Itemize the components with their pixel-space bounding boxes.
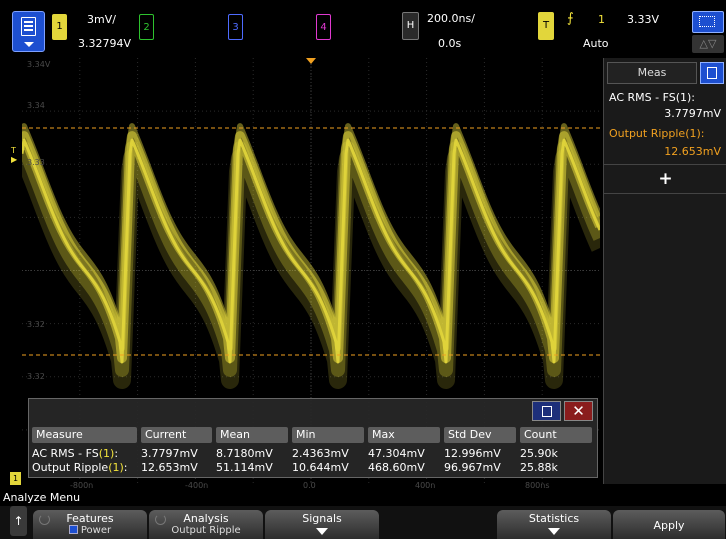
table-cell: 25.88k: [520, 461, 558, 474]
meas-value-output-ripple: 12.653mV: [664, 145, 721, 158]
column-header: Measure: [32, 427, 137, 443]
table-cell: 8.7180mV: [216, 447, 273, 460]
add-measurement-button[interactable]: +: [604, 164, 726, 194]
meas-label-ac-rms[interactable]: AC RMS - FS(1):: [609, 91, 695, 104]
trigger-mode: Auto: [583, 37, 609, 50]
plus-icon: +: [658, 169, 673, 189]
sidebar-menu-button[interactable]: [700, 62, 724, 84]
rising-edge-icon: ⨍: [567, 11, 574, 26]
column-header: Count: [520, 427, 592, 443]
menu-icon: [707, 67, 717, 79]
measure-name: AC RMS - FS(1):: [32, 447, 119, 460]
table-cell: 25.90k: [520, 447, 558, 460]
status-bar: 1 3mV/ 3.32794V 2 3 4 H 200.0ns/ 0.0s T …: [0, 0, 726, 58]
trigger-button[interactable]: T: [538, 12, 554, 40]
chevron-down-icon: [548, 528, 560, 535]
results-menu-button[interactable]: [532, 401, 561, 421]
table-cell: 96.967mV: [444, 461, 501, 474]
horizontal-button[interactable]: H: [402, 12, 419, 40]
column-header: Max: [368, 427, 440, 443]
channel-3-button[interactable]: 3: [228, 14, 243, 40]
trigger-position-marker: [306, 58, 316, 64]
y-tick-label: 3.32: [27, 372, 45, 381]
channel-1-waveform: [22, 138, 600, 364]
menu-title: Analyze Menu: [0, 490, 726, 506]
column-header: Mean: [216, 427, 288, 443]
rotate-knob-icon: [39, 514, 50, 525]
table-cell: 3.7797mV: [141, 447, 198, 460]
tab-meas[interactable]: Meas: [607, 62, 697, 84]
menu-icon: [542, 406, 552, 417]
channel-1-ground-marker[interactable]: 1: [10, 472, 21, 485]
delta-button[interactable]: △▽: [692, 35, 724, 53]
y-tick-label: 3.33: [27, 158, 45, 167]
softkey-value: Power: [33, 525, 147, 536]
channel-4-button[interactable]: 4: [316, 14, 331, 40]
horizontal-scale: 200.0ns/: [427, 12, 475, 25]
column-header: Std Dev: [444, 427, 516, 443]
softkey-apply[interactable]: Apply: [613, 510, 725, 539]
y-tick-label: 3.32: [27, 320, 45, 329]
channel-1-offset: 3.32794V: [78, 37, 132, 50]
measurement-results-table: ✕ Measure Current Mean Min Max Std Dev C…: [28, 398, 598, 478]
meas-label-output-ripple[interactable]: Output Ripple(1):: [609, 127, 705, 140]
y-tick-label: 3.34V: [27, 60, 51, 69]
softkey-label: Apply: [653, 519, 685, 532]
softkey-label: Features: [66, 512, 114, 525]
x-tick-label: 400n: [415, 481, 436, 490]
softkey-label: Analysis: [183, 512, 229, 525]
x-tick-label: 0.0: [303, 481, 316, 490]
measurements-sidebar: Meas AC RMS - FS(1): 3.7797mV Output Rip…: [603, 58, 726, 484]
softkey-label: Statistics: [528, 512, 580, 525]
main-menu-button[interactable]: [12, 11, 45, 52]
table-cell: 12.653mV: [141, 461, 198, 474]
chevron-down-icon: [24, 42, 34, 47]
table-cell: 12.996mV: [444, 447, 501, 460]
measure-name: Output Ripple(1):: [32, 461, 128, 474]
table-cell: 468.60mV: [368, 461, 425, 474]
arrow-up-icon: ↑: [13, 514, 24, 528]
trigger-level-marker[interactable]: T ▶: [11, 146, 18, 164]
softkey-features[interactable]: Features Power: [33, 510, 147, 539]
channel-1-button[interactable]: 1: [52, 14, 67, 40]
table-cell: 47.304mV: [368, 447, 425, 460]
table-cell: 10.644mV: [292, 461, 349, 474]
y-tick-label: 3.34: [27, 101, 45, 110]
back-button[interactable]: ↑: [10, 506, 27, 536]
channel-1-waveform: [22, 123, 600, 351]
waveform-canvas: [22, 58, 600, 483]
x-tick-label: -400n: [185, 481, 209, 490]
table-cell: 2.4363mV: [292, 447, 349, 460]
delta-icon: △▽: [699, 37, 717, 50]
zoom-box-button[interactable]: [692, 11, 724, 33]
trigger-level: 3.33V: [627, 13, 660, 26]
column-header: Min: [292, 427, 364, 443]
softkey-label: Signals: [302, 512, 342, 525]
trigger-source: 1: [598, 13, 605, 26]
meas-value-ac-rms: 3.7797mV: [664, 107, 721, 120]
softkey-analysis[interactable]: Analysis Output Ripple: [149, 510, 263, 539]
channel-1-scale: 3mV/: [87, 13, 116, 26]
column-header: Current: [141, 427, 212, 443]
zoom-box-icon: [699, 16, 715, 27]
x-tick-label: -800n: [70, 481, 94, 490]
checkbox-icon: [68, 525, 78, 534]
horizontal-delay: 0.0s: [438, 37, 462, 50]
close-results-button[interactable]: ✕: [564, 401, 593, 421]
chevron-down-icon: [316, 528, 328, 535]
softkey-value: Output Ripple: [171, 525, 241, 536]
softkey-signals[interactable]: Signals: [265, 510, 379, 539]
x-tick-label: 800ns: [525, 481, 550, 490]
menu-icon: [21, 17, 36, 36]
table-cell: 51.114mV: [216, 461, 273, 474]
close-icon: ✕: [572, 402, 585, 420]
channel-2-button[interactable]: 2: [139, 14, 154, 40]
rotate-knob-icon: [155, 514, 166, 525]
softkey-statistics[interactable]: Statistics: [497, 510, 611, 539]
